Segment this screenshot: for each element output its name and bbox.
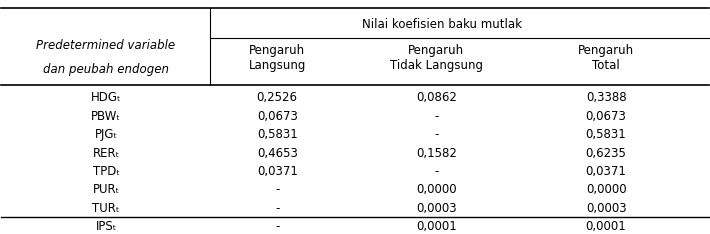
Text: 0,2526: 0,2526 bbox=[257, 91, 297, 104]
Text: RERₜ: RERₜ bbox=[92, 147, 119, 160]
Text: 0,4653: 0,4653 bbox=[257, 147, 297, 160]
Text: 0,0371: 0,0371 bbox=[586, 165, 626, 178]
Text: IPSₜ: IPSₜ bbox=[95, 220, 116, 233]
Text: 0,5831: 0,5831 bbox=[586, 128, 626, 141]
Text: PJGₜ: PJGₜ bbox=[94, 128, 118, 141]
Text: 0,0673: 0,0673 bbox=[586, 110, 626, 123]
Text: PURₜ: PURₜ bbox=[92, 183, 119, 197]
Text: TPDₜ: TPDₜ bbox=[92, 165, 119, 178]
Text: TURₜ: TURₜ bbox=[92, 202, 120, 215]
Text: 0,0001: 0,0001 bbox=[416, 220, 457, 233]
Text: 0,6235: 0,6235 bbox=[586, 147, 626, 160]
Text: 0,0371: 0,0371 bbox=[257, 165, 297, 178]
Text: -: - bbox=[434, 110, 439, 123]
Text: HDGₜ: HDGₜ bbox=[91, 91, 121, 104]
Text: Pengaruh
Total: Pengaruh Total bbox=[578, 44, 634, 72]
Text: 0,0000: 0,0000 bbox=[586, 183, 626, 197]
Text: -: - bbox=[275, 183, 280, 197]
Text: 0,0000: 0,0000 bbox=[416, 183, 457, 197]
Text: 0,0003: 0,0003 bbox=[586, 202, 626, 215]
Text: Nilai koefisien baku mutlak: Nilai koefisien baku mutlak bbox=[361, 18, 522, 31]
Text: -: - bbox=[275, 220, 280, 233]
Text: -: - bbox=[434, 165, 439, 178]
Text: -: - bbox=[434, 128, 439, 141]
Text: 0,1582: 0,1582 bbox=[416, 147, 457, 160]
Text: Pengaruh
Langsung: Pengaruh Langsung bbox=[248, 44, 306, 72]
Text: 0,0003: 0,0003 bbox=[416, 202, 457, 215]
Text: PBWₜ: PBWₜ bbox=[91, 110, 121, 123]
Text: Pengaruh
Tidak Langsung: Pengaruh Tidak Langsung bbox=[390, 44, 483, 72]
Text: -: - bbox=[275, 202, 280, 215]
Text: 0,0862: 0,0862 bbox=[416, 91, 457, 104]
Text: 0,0673: 0,0673 bbox=[257, 110, 297, 123]
Text: Predetermined variable: Predetermined variable bbox=[36, 39, 175, 52]
Text: dan peubah endogen: dan peubah endogen bbox=[43, 62, 169, 76]
Text: 0,3388: 0,3388 bbox=[586, 91, 626, 104]
Text: 0,5831: 0,5831 bbox=[257, 128, 297, 141]
Text: 0,0001: 0,0001 bbox=[586, 220, 626, 233]
